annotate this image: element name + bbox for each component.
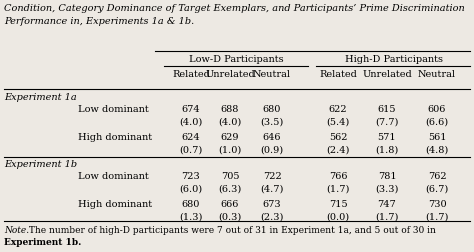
Text: High-D Participants: High-D Participants [345, 55, 443, 64]
Text: (6.7): (6.7) [425, 184, 448, 193]
Text: 674: 674 [182, 105, 201, 114]
Text: High dominant: High dominant [78, 199, 152, 208]
Text: 781: 781 [378, 171, 396, 180]
Text: (3.3): (3.3) [375, 184, 399, 193]
Text: (1.7): (1.7) [425, 212, 449, 221]
Text: (6.0): (6.0) [180, 184, 202, 193]
Text: 766: 766 [329, 171, 347, 180]
Text: Experiment 1a: Experiment 1a [4, 93, 77, 102]
Text: (6.3): (6.3) [219, 184, 242, 193]
Text: (7.7): (7.7) [375, 117, 399, 127]
Text: 646: 646 [263, 133, 281, 141]
Text: 680: 680 [263, 105, 281, 114]
Text: 680: 680 [182, 199, 200, 208]
Text: Related: Related [172, 70, 210, 79]
Text: Low dominant: Low dominant [78, 105, 149, 114]
Text: (2.3): (2.3) [260, 212, 283, 221]
Text: Related: Related [319, 70, 357, 79]
Text: (1.7): (1.7) [326, 184, 350, 193]
Text: (4.7): (4.7) [260, 184, 283, 193]
Text: Experiment 1b.: Experiment 1b. [4, 237, 82, 246]
Text: 673: 673 [263, 199, 281, 208]
Text: 705: 705 [221, 171, 239, 180]
Text: (0.0): (0.0) [327, 212, 349, 221]
Text: 723: 723 [182, 171, 201, 180]
Text: (4.0): (4.0) [179, 117, 202, 127]
Text: Unrelated: Unrelated [362, 70, 412, 79]
Text: 762: 762 [428, 171, 447, 180]
Text: Neutral: Neutral [253, 70, 291, 79]
Text: 715: 715 [328, 199, 347, 208]
Text: (0.3): (0.3) [219, 212, 242, 221]
Text: (1.3): (1.3) [179, 212, 203, 221]
Text: 666: 666 [221, 199, 239, 208]
Text: 747: 747 [378, 199, 396, 208]
Text: (4.0): (4.0) [219, 117, 242, 127]
Text: 688: 688 [221, 105, 239, 114]
Text: Note.: Note. [4, 225, 29, 234]
Text: Experiment 1b: Experiment 1b [4, 159, 77, 168]
Text: (0.9): (0.9) [260, 145, 283, 154]
Text: (3.5): (3.5) [260, 117, 283, 127]
Text: Neutral: Neutral [418, 70, 456, 79]
Text: 571: 571 [378, 133, 396, 141]
Text: (6.6): (6.6) [426, 117, 448, 127]
Text: 624: 624 [182, 133, 201, 141]
Text: High dominant: High dominant [78, 133, 152, 141]
Text: 722: 722 [263, 171, 282, 180]
Text: Performance in, Experiments 1a & 1b.: Performance in, Experiments 1a & 1b. [4, 17, 194, 26]
Text: 730: 730 [428, 199, 447, 208]
Text: Low dominant: Low dominant [78, 171, 149, 180]
Text: 561: 561 [428, 133, 446, 141]
Text: 622: 622 [328, 105, 347, 114]
Text: Condition, Category Dominance of Target Exemplars, and Participants’ Prime Discr: Condition, Category Dominance of Target … [4, 4, 465, 13]
Text: (1.7): (1.7) [375, 212, 399, 221]
Text: 615: 615 [378, 105, 396, 114]
Text: 562: 562 [329, 133, 347, 141]
Text: (2.4): (2.4) [326, 145, 350, 154]
Text: Low-D Participants: Low-D Participants [189, 55, 283, 64]
Text: (4.8): (4.8) [425, 145, 448, 154]
Text: 606: 606 [428, 105, 446, 114]
Text: Unrelated: Unrelated [205, 70, 255, 79]
Text: (5.4): (5.4) [327, 117, 350, 127]
Text: The number of high-D participants were 7 out of 31 in Experiment 1a, and 5 out o: The number of high-D participants were 7… [26, 225, 436, 234]
Text: (1.0): (1.0) [219, 145, 242, 154]
Text: (0.7): (0.7) [179, 145, 202, 154]
Text: 629: 629 [221, 133, 239, 141]
Text: (1.8): (1.8) [375, 145, 399, 154]
